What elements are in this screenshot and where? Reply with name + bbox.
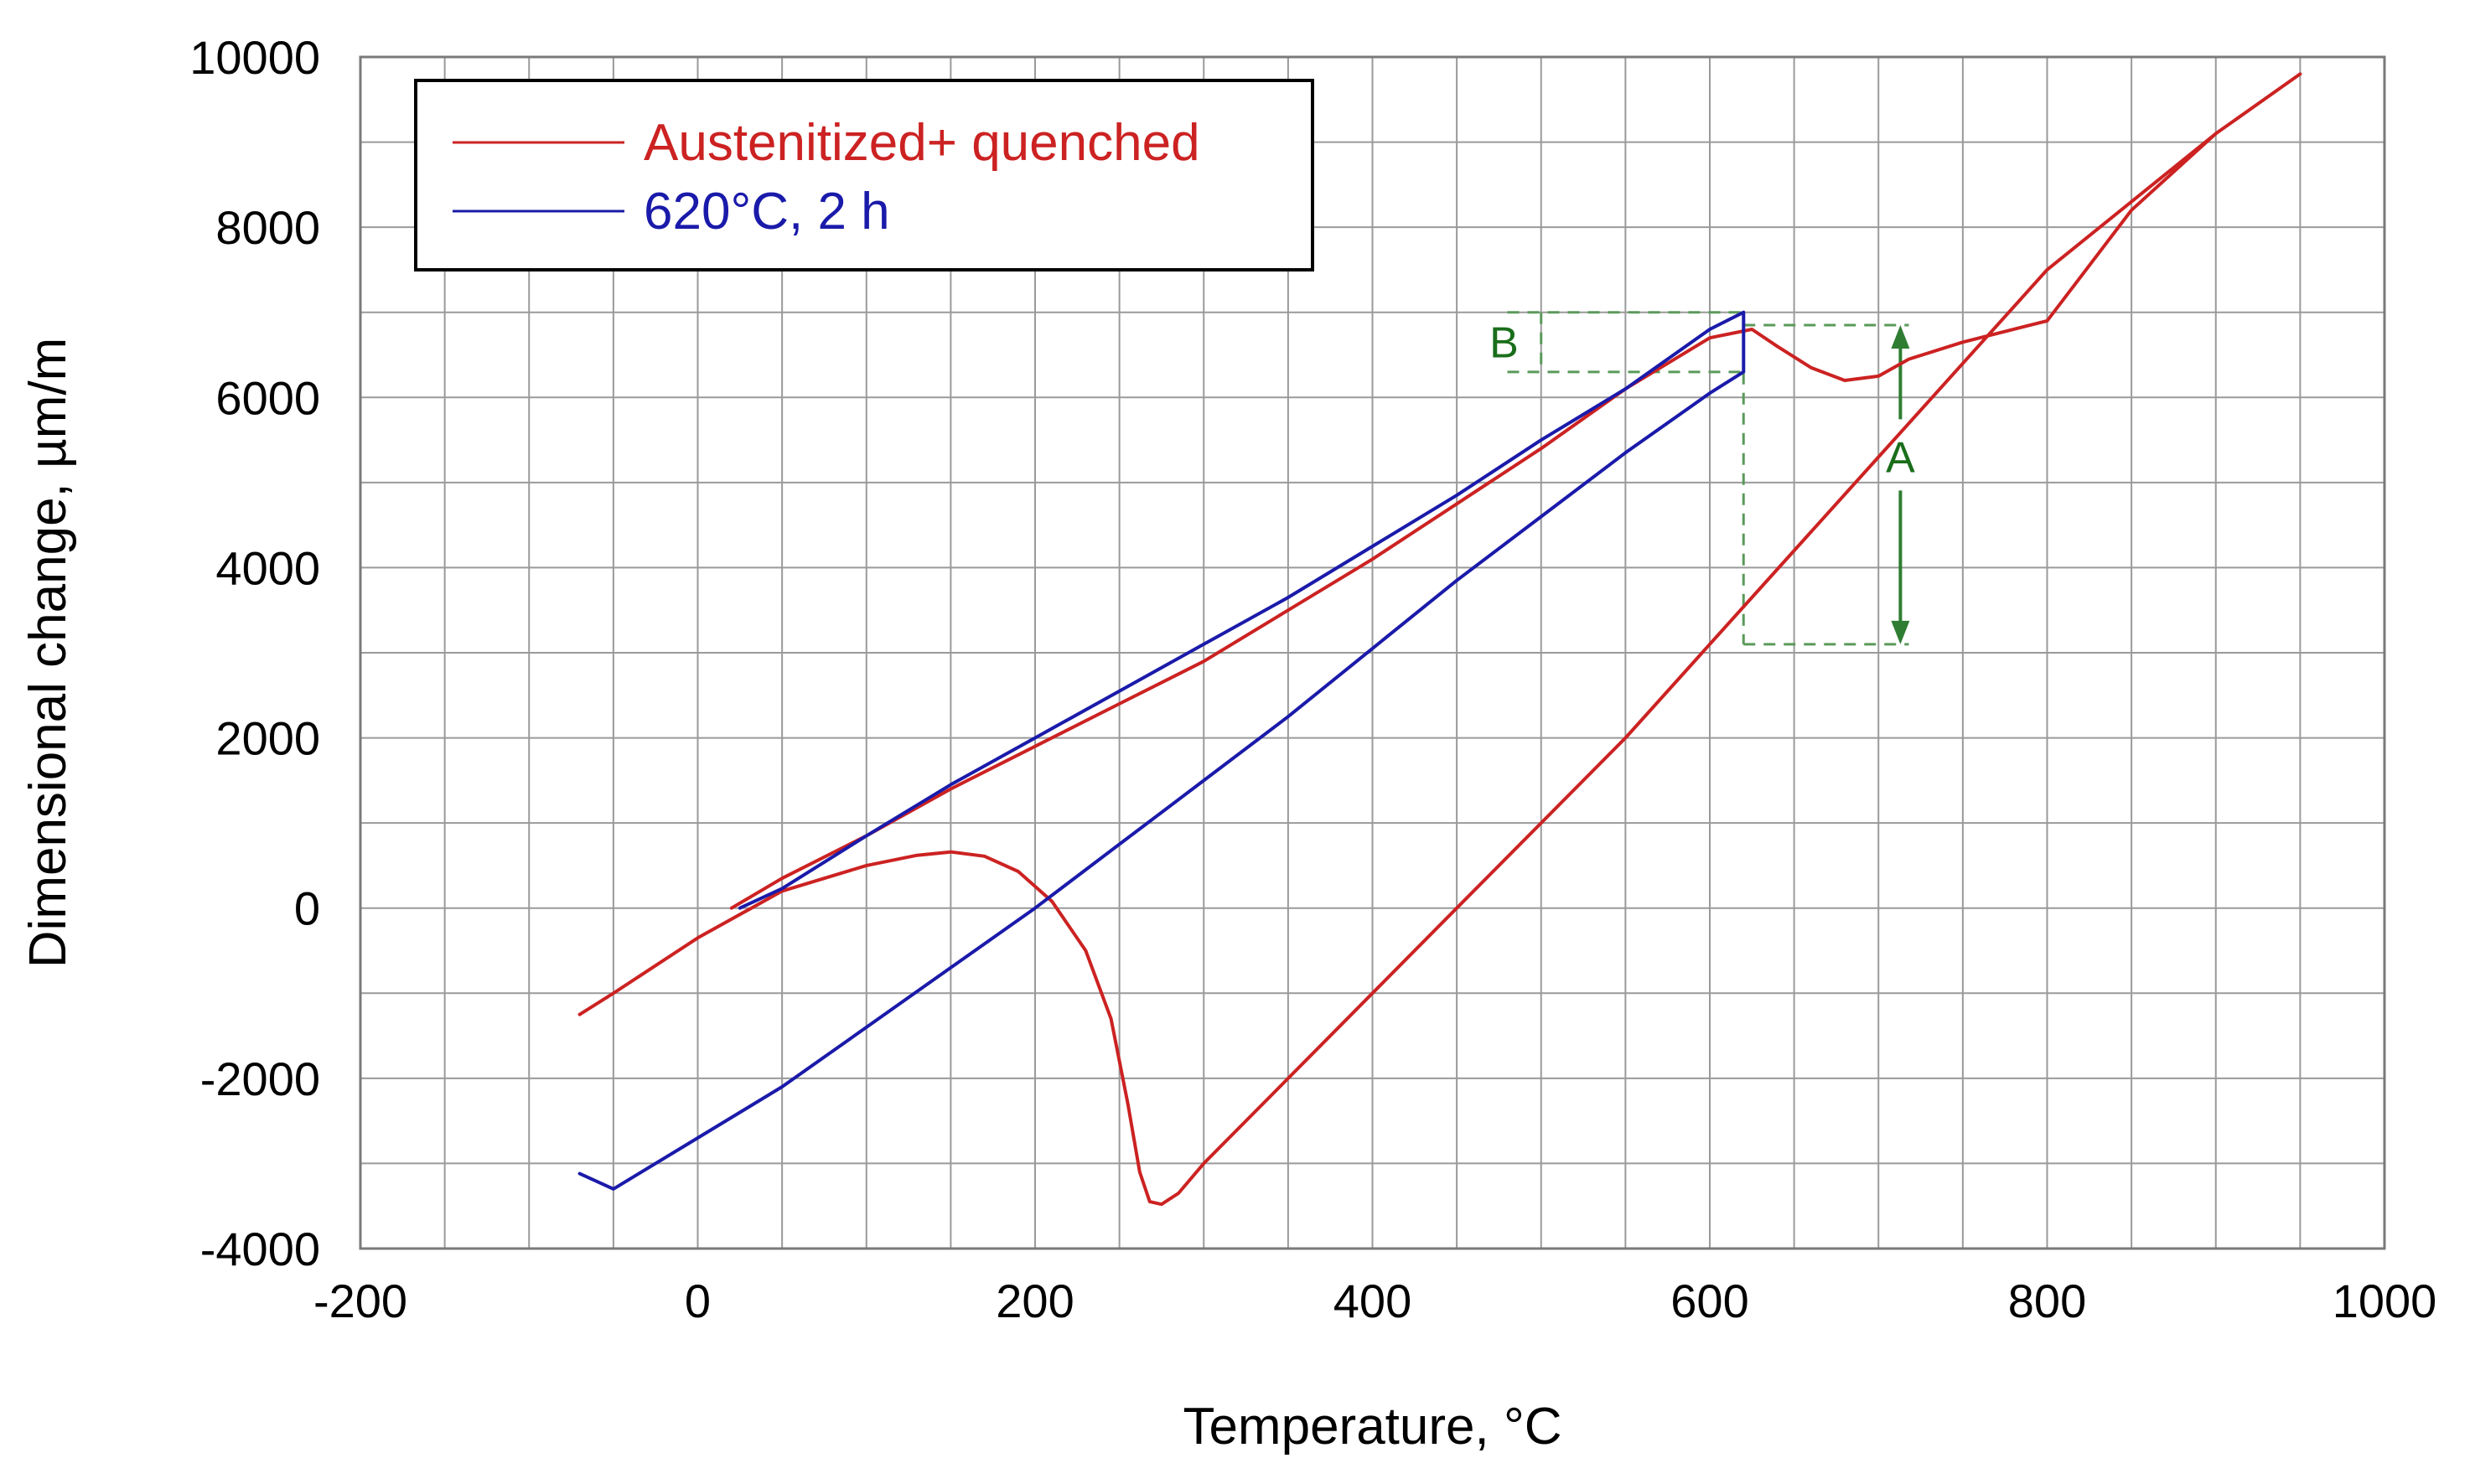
x-axis-title: Temperature, °C (1183, 1398, 1561, 1456)
x-tick-label: 1000 (2333, 1275, 2437, 1327)
legend-box (414, 79, 1314, 271)
y-tick-label: 10000 (189, 31, 320, 84)
x-tick-label: 200 (996, 1275, 1074, 1327)
x-tick-labels: -200 0 200 400 600 800 1000 (313, 1275, 2436, 1327)
series-line-0 (577, 72, 2302, 1207)
annotation-label-a: A (1886, 433, 1915, 482)
y-tick-labels: -4000 -2000 0 2000 4000 6000 8000 10000 (189, 31, 320, 1275)
x-tick-label: 600 (1670, 1275, 1748, 1327)
series-line-1 (577, 310, 1746, 1191)
x-tick-label: 400 (1333, 1275, 1411, 1327)
a-arrowhead-up (1891, 324, 1910, 349)
annotations-dashed-guides (1507, 311, 1910, 646)
y-tick-label: 8000 (215, 201, 320, 254)
a-arrowhead-down (1891, 620, 1910, 644)
y-tick-label: 4000 (215, 541, 320, 594)
legend-label-620c: 620°C, 2 h (644, 183, 890, 240)
data-series (577, 72, 2302, 1207)
y-tick-label: 6000 (215, 371, 320, 424)
y-tick-label: -4000 (200, 1223, 320, 1275)
y-tick-label: 0 (294, 882, 320, 935)
y-tick-label: -2000 (200, 1052, 320, 1105)
legend: Austenitized+ quenched 620°C, 2 h (414, 79, 1314, 271)
x-tick-label: -200 (313, 1275, 407, 1327)
y-tick-label: 2000 (215, 712, 320, 765)
plot-frame (359, 55, 2386, 1250)
legend-label-austenitized: Austenitized+ quenched (644, 114, 1200, 172)
y-axis-title: Dimensional change, µm/m (19, 338, 77, 968)
x-tick-label: 800 (2008, 1275, 2086, 1327)
annotation-label-b: B (1489, 318, 1519, 367)
x-tick-label: 0 (685, 1275, 711, 1327)
annotation-labels: B A (1489, 318, 1915, 482)
